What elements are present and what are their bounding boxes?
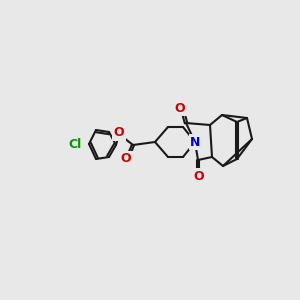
Text: Cl: Cl — [68, 137, 82, 151]
Text: O: O — [194, 169, 204, 182]
Text: O: O — [114, 127, 124, 140]
Text: O: O — [175, 101, 185, 115]
Text: O: O — [121, 152, 131, 166]
Text: N: N — [190, 136, 200, 148]
